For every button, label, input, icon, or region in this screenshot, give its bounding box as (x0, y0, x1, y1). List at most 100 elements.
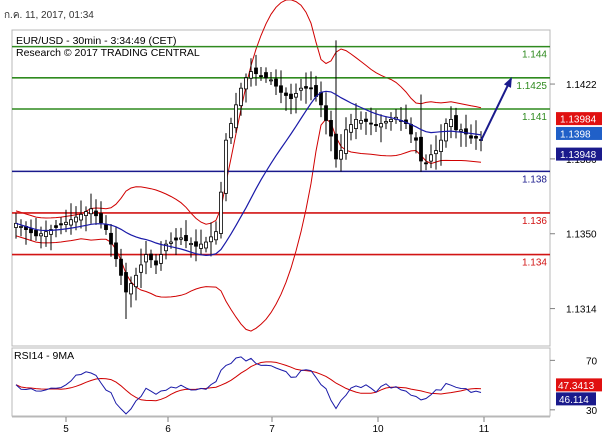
candle-body (259, 75, 263, 77)
rsi-axis: 70 30 47.3413 46.114 (550, 356, 602, 417)
candle-body (214, 231, 218, 241)
candle-body (119, 258, 123, 276)
price-tag-label: 1.13948 (560, 150, 597, 161)
rsi-tick-label: 70 (586, 356, 598, 367)
level-label: 1.136 (522, 216, 547, 227)
candle-body (64, 221, 68, 225)
candle-body (159, 254, 163, 264)
rsi-signal-line (15, 361, 482, 402)
candle-body (164, 243, 168, 252)
candle-body (134, 274, 138, 288)
price-tick-label: 1.1350 (566, 230, 597, 241)
candle-body (369, 122, 373, 125)
candle-body (324, 105, 328, 121)
candle-body (104, 224, 108, 230)
candle-body (424, 162, 428, 165)
candle-body (314, 85, 318, 97)
rsi-ma-tag (556, 378, 602, 392)
candle-body (224, 139, 228, 194)
time-tick-label: 5 (63, 424, 69, 435)
moving-average-line (15, 90, 482, 257)
candle-body (374, 124, 378, 127)
candle-body (474, 135, 478, 139)
price-tick-label: 1.1314 (566, 305, 597, 316)
candle-body (204, 241, 208, 249)
rsi-lines (15, 356, 482, 415)
candle-body (44, 231, 48, 237)
candle-body (274, 78, 278, 87)
source-credit: Research © 2017 TRADING CENTRAL (16, 47, 200, 59)
candle-body (174, 237, 178, 241)
price-tag (556, 126, 602, 140)
candle-body (264, 72, 268, 79)
main-panel: 1.144 1.1425 1.141 1.138 1.136 1.134 EUR/USD … (11, 0, 551, 347)
arrow-head (503, 77, 512, 88)
candle-body (444, 123, 448, 142)
candle-body (84, 211, 88, 216)
rsi-line (15, 356, 482, 415)
candle-body (184, 235, 188, 242)
level-label: 1.144 (522, 50, 547, 61)
candle-body (89, 208, 93, 215)
rsi-ma-tag-label: 47.3413 (558, 381, 595, 392)
candle-body (74, 216, 78, 223)
candle-body (294, 93, 298, 98)
rsi-panel-frame (11, 347, 551, 417)
price-candles (14, 40, 483, 319)
candle-body (449, 118, 453, 127)
candle-body (459, 129, 463, 132)
candle-body (54, 225, 58, 228)
candle-body (409, 123, 413, 135)
candle-body (304, 86, 308, 89)
candle-body (49, 229, 53, 235)
candle-body (179, 237, 183, 240)
candle-body (279, 85, 283, 93)
candle-body (429, 154, 433, 162)
candle-body (269, 79, 273, 82)
candle-body (34, 229, 38, 237)
time-tick-label: 11 (479, 424, 490, 435)
rsi-value-tag-label: 46.114 (559, 395, 589, 406)
candle-body (129, 283, 133, 295)
candle-body (239, 87, 243, 107)
candle-body (469, 135, 473, 139)
upper-band-line (15, 0, 482, 225)
candle-body (254, 67, 258, 75)
candle-body (139, 264, 143, 273)
candle-body (39, 233, 43, 237)
candle-body (189, 243, 193, 246)
bollinger-bands (15, 0, 482, 332)
candle-body (414, 137, 418, 141)
candle-body (234, 104, 238, 129)
candle-body (144, 254, 148, 263)
candle-body (319, 92, 323, 106)
moving-average (15, 90, 482, 257)
candle-body (59, 223, 63, 226)
rsi-panel: RSI14 - 9MA 70 30 47.3413 46.114 (11, 347, 602, 417)
time-tick-label: 7 (269, 424, 275, 435)
projection-arrow (480, 77, 512, 142)
candle-body (344, 129, 348, 154)
time-axis: 5 6 7 10 11 (12, 416, 550, 435)
candle-body (299, 87, 303, 91)
lower-band-line (15, 118, 482, 332)
candle-body (419, 136, 423, 162)
candle-body (99, 213, 103, 224)
price-tag-label: 1.13984 (560, 115, 597, 126)
candle-body (339, 150, 343, 160)
candle-body (114, 242, 118, 260)
candle-body (349, 124, 353, 133)
candle-body (464, 128, 468, 135)
price-tick-label: 1.1422 (566, 80, 597, 91)
rsi-tick-label: 30 (586, 406, 598, 417)
candle-body (219, 191, 223, 234)
candle-body (19, 226, 23, 228)
price-tag (556, 112, 602, 126)
candle-body (389, 118, 393, 123)
rsi-value-tag (556, 392, 596, 406)
candle-body (244, 77, 248, 90)
candle-body (329, 120, 333, 137)
candle-body (384, 121, 388, 124)
candle-body (109, 232, 113, 245)
